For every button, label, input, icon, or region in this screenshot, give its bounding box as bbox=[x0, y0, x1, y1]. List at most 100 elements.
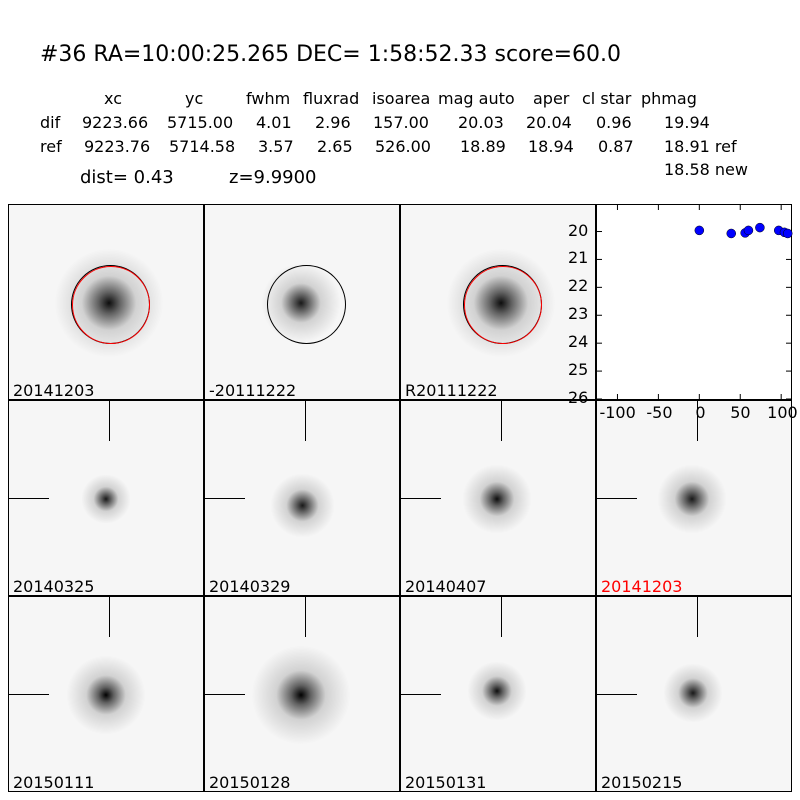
table-cell: 2.96 bbox=[315, 113, 351, 132]
column-header: fluxrad bbox=[303, 89, 360, 108]
crosshair-vertical bbox=[501, 597, 502, 637]
y-tick-label: 21 bbox=[568, 248, 589, 268]
column-header: yc bbox=[185, 89, 204, 108]
table-cell: 157.00 bbox=[373, 113, 429, 132]
reference-circle bbox=[72, 266, 150, 344]
crosshair-vertical bbox=[501, 401, 502, 441]
image-stamp: -20111222 bbox=[204, 204, 400, 400]
image-stamp: 20140329 bbox=[204, 400, 400, 596]
crosshair-horizontal bbox=[205, 694, 245, 695]
column-header: mag auto bbox=[438, 89, 515, 108]
column-header: aper bbox=[533, 89, 570, 108]
column-header: cl star bbox=[582, 89, 632, 108]
y-tick-label: 22 bbox=[568, 276, 589, 296]
image-stamp: 20150111 bbox=[8, 596, 204, 792]
data-point bbox=[726, 228, 736, 239]
table-cell: 18.91 ref bbox=[664, 137, 737, 156]
stamp-date-label: 20150215 bbox=[601, 773, 683, 792]
column-header: isoarea bbox=[372, 89, 431, 108]
x-tick-label: 0 bbox=[695, 403, 706, 422]
table-cell: 0.96 bbox=[596, 113, 632, 132]
table-cell: 9223.66 bbox=[82, 113, 149, 132]
data-point bbox=[743, 225, 754, 236]
y-tick-label: 20 bbox=[568, 220, 589, 240]
star-source bbox=[251, 645, 351, 745]
stamp-date-label: -20111222 bbox=[209, 381, 297, 400]
data-point bbox=[755, 222, 765, 233]
crosshair-horizontal bbox=[597, 498, 637, 499]
data-point bbox=[782, 228, 793, 239]
y-tick-label: 25 bbox=[568, 360, 589, 380]
table-cell: 0.87 bbox=[598, 137, 634, 156]
table-cell: 2.65 bbox=[317, 137, 353, 156]
magnitude-scatter-plot bbox=[596, 204, 793, 400]
crosshair-horizontal bbox=[205, 498, 245, 499]
star-source bbox=[66, 655, 146, 735]
table-cell: 526.00 bbox=[375, 137, 431, 156]
table-cell: 19.94 bbox=[664, 113, 710, 132]
reference-circle bbox=[464, 266, 542, 344]
stamp-date-label: 20141203 bbox=[601, 577, 683, 596]
data-point bbox=[694, 225, 705, 236]
table-cell: 9223.76 bbox=[84, 137, 151, 156]
crosshair-horizontal bbox=[597, 694, 637, 695]
crosshair-horizontal bbox=[9, 498, 49, 499]
stamp-date-label: 20150131 bbox=[405, 773, 487, 792]
row-label: dif bbox=[40, 113, 61, 132]
stamp-date-label: 20150128 bbox=[209, 773, 291, 792]
column-header: fwhm bbox=[246, 89, 291, 108]
table-cell: 5715.00 bbox=[167, 113, 234, 132]
image-stamp: 20140407 bbox=[400, 400, 596, 596]
y-tick-label: 24 bbox=[568, 332, 589, 352]
x-tick-label: -50 bbox=[646, 403, 673, 422]
crosshair-vertical bbox=[109, 597, 110, 637]
image-stamp: 20150215 bbox=[596, 596, 792, 792]
star-source bbox=[462, 464, 532, 534]
image-stamp: 20141203 bbox=[8, 204, 204, 400]
dist-value: dist= 0.43 bbox=[80, 167, 174, 188]
crosshair-horizontal bbox=[401, 694, 441, 695]
crosshair-vertical bbox=[697, 401, 698, 441]
x-tick-label: -100 bbox=[599, 403, 636, 422]
table-cell: 18.94 bbox=[528, 137, 574, 156]
crosshair-vertical bbox=[305, 597, 306, 637]
crosshair-vertical bbox=[697, 597, 698, 637]
candidate-title: #36 RA=10:00:25.265 DEC= 1:58:52.33 scor… bbox=[40, 42, 622, 67]
table-cell: 20.03 bbox=[458, 113, 504, 132]
crosshair-vertical bbox=[109, 401, 110, 441]
star-source bbox=[467, 661, 527, 721]
crosshair-horizontal bbox=[9, 694, 49, 695]
star-source bbox=[663, 663, 723, 723]
image-stamp: 20141203 bbox=[596, 400, 792, 596]
table-cell: 5714.58 bbox=[169, 137, 236, 156]
image-stamp: 20150131 bbox=[400, 596, 596, 792]
table-cell: 3.57 bbox=[258, 137, 294, 156]
image-stamp: R20111222 bbox=[400, 204, 596, 400]
stamp-date-label: R20111222 bbox=[405, 381, 498, 400]
phmag-new: 18.58 new bbox=[664, 160, 748, 179]
table-cell: 4.01 bbox=[256, 113, 292, 132]
y-tick-label: 23 bbox=[568, 304, 589, 324]
z-value: z=9.9900 bbox=[229, 167, 317, 188]
row-label: ref bbox=[40, 137, 62, 156]
stamp-date-label: 20140329 bbox=[209, 577, 291, 596]
image-stamp: 20140325 bbox=[8, 400, 204, 596]
stamp-date-label: 20140407 bbox=[405, 577, 487, 596]
stamp-date-label: 20140325 bbox=[13, 577, 95, 596]
aperture-circle bbox=[267, 265, 346, 344]
crosshair-horizontal bbox=[401, 498, 441, 499]
column-header: xc bbox=[104, 89, 122, 108]
stamp-date-label: 20141203 bbox=[13, 381, 95, 400]
plot-area bbox=[597, 205, 793, 400]
y-tick-label: 26 bbox=[568, 388, 589, 407]
table-cell: 20.04 bbox=[526, 113, 572, 132]
stamp-date-label: 20150111 bbox=[13, 773, 95, 792]
image-stamp: 20150128 bbox=[204, 596, 400, 792]
star-source bbox=[81, 474, 131, 524]
crosshair-vertical bbox=[305, 401, 306, 441]
x-tick-label: 100 bbox=[767, 403, 798, 422]
x-tick-label: 50 bbox=[730, 403, 751, 422]
column-header: phmag bbox=[641, 89, 697, 108]
star-source bbox=[657, 464, 727, 534]
